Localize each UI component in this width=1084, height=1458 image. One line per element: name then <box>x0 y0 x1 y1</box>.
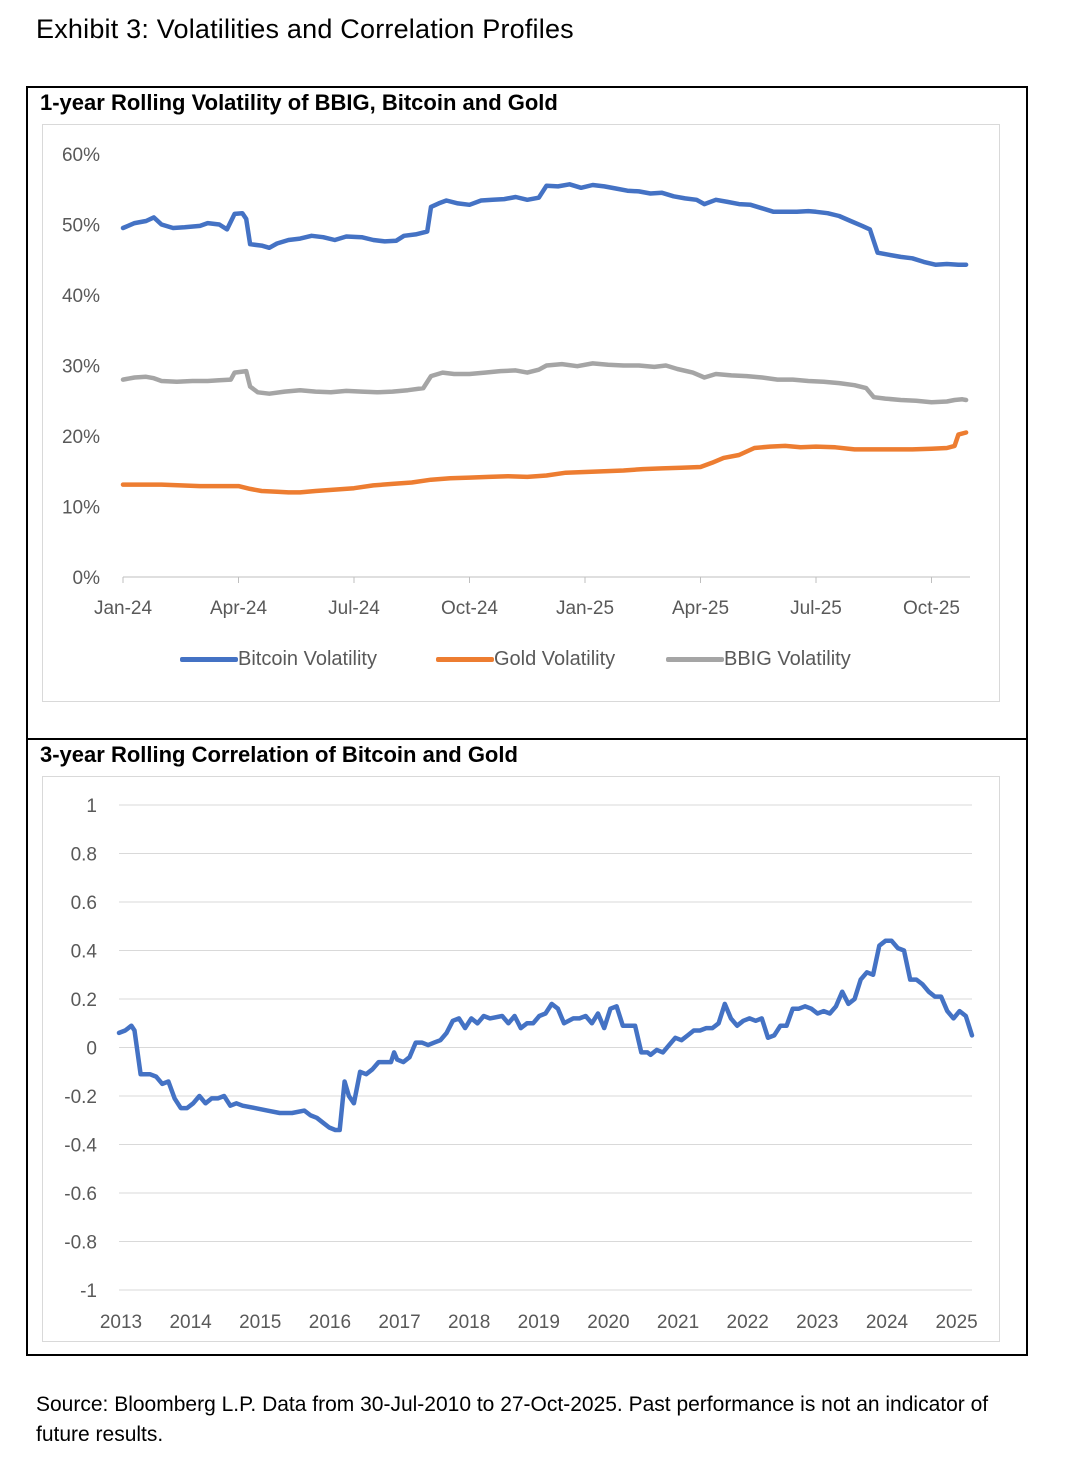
x-tick-label: Jul-25 <box>790 598 842 619</box>
x-tick-label: 2021 <box>657 1312 699 1333</box>
source-note: Source: Bloomberg L.P. Data from 30-Jul-… <box>36 1393 989 1446</box>
x-tick-label: 2014 <box>169 1312 212 1333</box>
y-tick-label: -0.6 <box>64 1184 97 1205</box>
x-tick-label: 2013 <box>100 1312 142 1333</box>
x-tick-label: 2025 <box>935 1312 977 1333</box>
exhibit-title: Exhibit 3: Volatilities and Correlation … <box>36 14 574 44</box>
x-tick-label: 2019 <box>518 1312 560 1333</box>
x-tick-label: Jan-25 <box>556 598 614 619</box>
exhibit-frame <box>26 86 1028 1356</box>
y-tick-label: 1 <box>86 796 97 817</box>
legend-item-gold: Gold Volatility <box>436 648 615 671</box>
panel-divider <box>26 738 1028 740</box>
x-tick-label: 2016 <box>309 1312 351 1333</box>
x-tick-label: Oct-25 <box>903 598 960 619</box>
legend-item-bbig: BBIG Volatility <box>666 648 851 671</box>
y-tick-label: 30% <box>62 357 100 378</box>
x-tick-label: Jul-24 <box>328 598 380 619</box>
y-tick-label: -0.2 <box>64 1087 97 1108</box>
x-tick-label: 2018 <box>448 1312 490 1333</box>
legend-label-bbig: BBIG Volatility <box>724 648 851 670</box>
volatility-chart-title: 1-year Rolling Volatility of BBIG, Bitco… <box>40 90 558 115</box>
legend-item-bitcoin: Bitcoin Volatility <box>180 648 377 671</box>
y-tick-label: -0.8 <box>64 1233 97 1254</box>
series-line-correlation <box>116 938 975 1133</box>
x-tick-label: 2022 <box>727 1312 769 1333</box>
y-tick-label: 0 <box>86 1039 97 1060</box>
x-tick-label: 2015 <box>239 1312 281 1333</box>
series-line-gold <box>120 430 969 495</box>
y-tick-label: -1 <box>80 1281 97 1302</box>
series-line-bitcoin <box>120 182 969 267</box>
x-tick-label: 2024 <box>866 1312 909 1333</box>
x-tick-label: Jan-24 <box>94 598 153 619</box>
series-line-bbig <box>120 361 969 405</box>
y-tick-label: 10% <box>62 498 100 519</box>
x-tick-label: 2017 <box>378 1312 420 1333</box>
y-tick-label: 60% <box>62 145 100 166</box>
y-tick-label: 20% <box>62 427 100 448</box>
y-tick-label: 0% <box>73 568 101 589</box>
y-tick-label: 50% <box>62 216 100 237</box>
y-tick-label: 0.6 <box>71 893 97 914</box>
x-tick-label: 2023 <box>796 1312 838 1333</box>
x-tick-label: Apr-25 <box>672 598 729 619</box>
y-tick-label: 40% <box>62 286 100 307</box>
correlation-chart-title: 3-year Rolling Correlation of Bitcoin an… <box>40 742 518 767</box>
legend-label-gold: Gold Volatility <box>494 648 616 670</box>
legend-swatch-bbig <box>666 657 724 663</box>
y-tick-label: -0.4 <box>64 1136 97 1157</box>
volatility-chart-area <box>42 124 1000 702</box>
correlation-chart-area <box>42 776 1000 1342</box>
legend-label-bitcoin: Bitcoin Volatility <box>238 648 377 670</box>
correlation-chart: -1 -0.8 -0.6 -0.4 -0.2 0 0.2 0.4 0.6 0.8 1 2013 2014… <box>64 796 977 1333</box>
y-tick-label: 0.4 <box>71 942 98 963</box>
y-tick-label: 0.8 <box>71 845 97 866</box>
volatility-chart: 0% 10% 20% 30% 40% 50% 60% Jan-24 Apr-24 Jul-24 Oc… <box>62 145 970 619</box>
x-tick-label: Oct-24 <box>441 598 498 619</box>
legend-swatch-bitcoin <box>180 657 238 663</box>
x-tick-label: Apr-24 <box>210 598 267 619</box>
y-tick-label: 0.2 <box>71 990 97 1011</box>
legend-swatch-gold <box>436 657 494 663</box>
x-tick-label: 2020 <box>587 1312 629 1333</box>
